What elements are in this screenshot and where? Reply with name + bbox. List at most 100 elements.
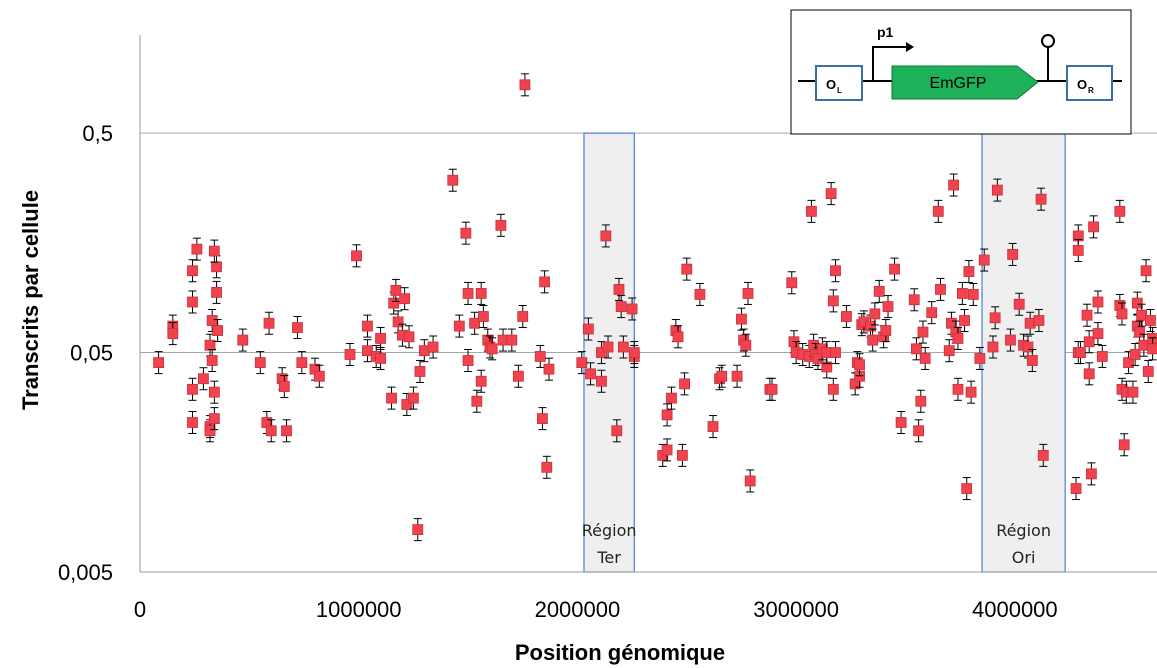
data-point — [462, 349, 474, 373]
marker — [867, 334, 879, 346]
data-point — [1083, 330, 1095, 354]
data-point — [237, 328, 249, 352]
data-point — [519, 73, 531, 97]
marker — [952, 383, 964, 395]
marker — [388, 297, 400, 309]
data-point — [880, 319, 892, 343]
data-point — [681, 257, 693, 281]
data-point — [1013, 292, 1025, 316]
data-point — [786, 271, 798, 295]
data-point — [187, 290, 198, 314]
data-point — [386, 386, 397, 410]
data-point — [1081, 303, 1093, 327]
data-point — [911, 337, 922, 361]
marker — [407, 392, 419, 404]
data-point — [512, 364, 524, 388]
marker — [626, 303, 638, 315]
marker — [208, 386, 220, 398]
data-point — [1129, 342, 1141, 366]
data-point — [661, 438, 673, 462]
data-point — [1037, 443, 1049, 467]
marker — [661, 444, 673, 456]
data-point — [212, 319, 224, 343]
marker — [541, 461, 553, 473]
data-point — [539, 270, 551, 294]
marker — [917, 326, 929, 338]
data-point — [736, 307, 747, 331]
marker — [206, 355, 218, 366]
marker — [825, 188, 837, 200]
marker — [414, 366, 426, 377]
marker — [204, 339, 216, 351]
marker — [766, 383, 778, 395]
marker — [830, 347, 841, 358]
marker — [615, 301, 627, 312]
data-point — [991, 178, 1003, 202]
data-point — [961, 477, 973, 501]
data-point — [278, 375, 290, 399]
marker — [865, 320, 876, 332]
marker — [596, 347, 607, 358]
data-point — [208, 380, 220, 404]
y-tick-label: 0,005 — [58, 560, 113, 585]
data-point — [1123, 351, 1134, 375]
marker — [672, 331, 684, 343]
marker — [386, 392, 397, 404]
data-point — [351, 244, 362, 268]
data-point — [707, 415, 719, 439]
data-point — [187, 259, 198, 283]
marker — [681, 263, 693, 275]
data-point — [153, 351, 164, 375]
data-point — [858, 310, 870, 334]
data-point — [967, 282, 979, 306]
marker — [1088, 221, 1099, 233]
data-point — [187, 377, 198, 401]
marker — [362, 320, 373, 332]
data-point — [867, 328, 879, 352]
marker — [913, 425, 925, 437]
data-point — [187, 411, 198, 435]
marker — [736, 313, 747, 325]
marker — [1007, 249, 1019, 260]
marker — [1096, 351, 1108, 362]
right-operator-box — [1066, 65, 1113, 101]
marker — [1145, 315, 1156, 326]
marker — [873, 285, 885, 297]
marker — [911, 343, 922, 355]
marker — [830, 265, 841, 277]
data-point — [742, 281, 754, 305]
data-point — [427, 335, 439, 359]
data-point — [292, 316, 303, 340]
marker — [1022, 341, 1034, 353]
data-point — [1033, 308, 1045, 332]
data-point — [602, 335, 614, 359]
data-point — [541, 455, 553, 479]
marker — [401, 399, 413, 410]
data-point — [873, 279, 885, 303]
marker — [254, 357, 266, 369]
x-tick-label: 3000000 — [753, 597, 839, 622]
marker — [889, 263, 900, 275]
data-point — [208, 407, 220, 431]
marker — [206, 315, 218, 326]
marker — [1118, 439, 1130, 451]
marker — [1116, 308, 1128, 320]
marker — [512, 370, 524, 382]
marker — [585, 368, 596, 380]
data-point — [963, 260, 975, 284]
promoter-arrow-line — [872, 46, 906, 81]
data-point — [471, 389, 483, 413]
marker — [827, 383, 839, 395]
data-point — [974, 346, 986, 370]
marker — [506, 334, 518, 346]
data-point — [626, 297, 638, 321]
data-point — [1127, 380, 1139, 404]
marker — [613, 284, 625, 295]
marker — [1134, 326, 1145, 338]
marker — [427, 341, 439, 353]
marker — [716, 370, 728, 382]
data-point — [869, 302, 881, 326]
marker — [869, 308, 881, 320]
data-point — [672, 325, 684, 349]
marker — [292, 322, 303, 333]
